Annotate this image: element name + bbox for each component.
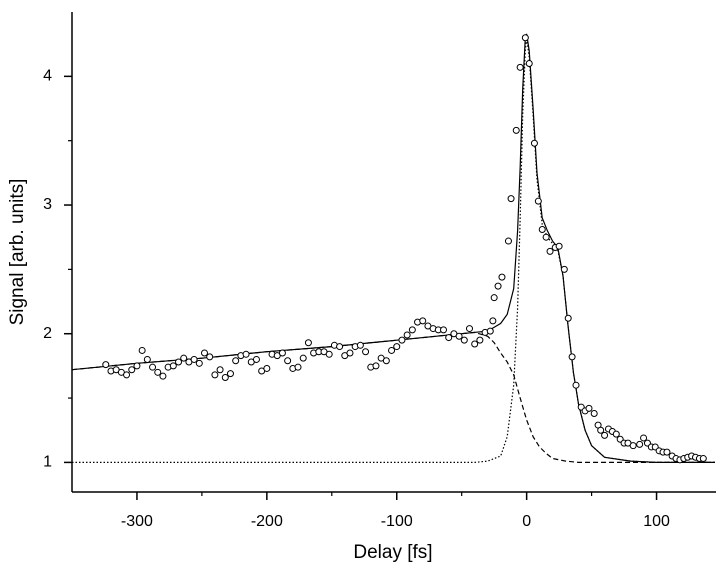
data-point <box>419 317 427 325</box>
x-tick-label: 0 <box>522 513 531 530</box>
data-point <box>232 357 240 365</box>
data-point <box>242 350 250 358</box>
data-point <box>490 294 498 302</box>
data-point <box>525 59 533 67</box>
x-axis-title: Delay [fs] <box>353 542 432 563</box>
data-point <box>159 372 167 380</box>
data-point <box>486 327 494 335</box>
data-point <box>393 343 401 351</box>
data-point <box>612 430 620 438</box>
data-point <box>542 233 550 241</box>
data-point <box>372 362 380 370</box>
data-point <box>568 353 576 361</box>
data-point <box>211 371 219 379</box>
data-point <box>221 373 229 381</box>
data-point <box>590 410 598 418</box>
fit-line <box>71 331 715 463</box>
data-point <box>640 434 648 442</box>
data-point <box>336 343 344 351</box>
data-point <box>263 364 271 372</box>
data-point <box>284 357 292 365</box>
data-point <box>128 366 136 374</box>
y-tick-label: 1 <box>43 454 52 471</box>
data-point <box>278 349 286 357</box>
data-point <box>585 404 593 412</box>
data-point <box>149 363 157 371</box>
data-point <box>498 273 506 281</box>
data-point <box>530 139 538 147</box>
data-point <box>572 381 580 389</box>
data-point <box>133 362 141 370</box>
data-point <box>597 426 605 434</box>
data-point <box>601 431 609 439</box>
data-point <box>388 346 396 354</box>
data-point <box>195 359 203 367</box>
data-point <box>252 355 260 363</box>
data-point <box>560 265 568 273</box>
data-point <box>325 350 333 358</box>
data-point <box>507 195 515 203</box>
x-tick-label: 100 <box>643 513 670 530</box>
data-point <box>138 346 146 354</box>
data-point <box>382 357 390 365</box>
data-point <box>190 355 198 363</box>
data-point <box>629 442 637 450</box>
data-point <box>346 349 354 357</box>
data-point <box>180 354 188 362</box>
data-point <box>304 339 312 347</box>
data-point <box>362 348 370 356</box>
data-point <box>226 370 234 378</box>
data-point <box>564 314 572 322</box>
data-point <box>102 361 110 369</box>
data-point <box>206 353 214 361</box>
x-tick-label: -100 <box>381 513 413 530</box>
data-point <box>504 237 512 245</box>
data-point <box>476 336 484 344</box>
data-point <box>521 34 529 42</box>
data-point <box>663 448 671 456</box>
data-point <box>489 317 497 325</box>
data-point <box>216 366 224 374</box>
data-point <box>512 126 520 134</box>
data-point <box>546 247 554 255</box>
data-point <box>465 325 473 333</box>
y-tick-label: 4 <box>43 68 52 85</box>
data-point <box>123 371 131 379</box>
data-point <box>294 363 302 371</box>
data-point <box>471 340 479 348</box>
y-tick-label: 3 <box>43 196 52 213</box>
data-point <box>356 341 364 349</box>
data-point <box>445 334 453 342</box>
data-point <box>636 440 644 448</box>
data-point <box>299 354 307 362</box>
data-point <box>538 225 546 233</box>
data-point <box>200 349 208 357</box>
fit-line <box>71 33 715 463</box>
x-tick-label: -200 <box>251 513 283 530</box>
data-point <box>175 358 183 366</box>
data-point <box>143 355 151 363</box>
data-point <box>534 197 542 205</box>
data-point <box>440 326 448 334</box>
data-point <box>516 63 524 71</box>
data-point <box>494 282 502 290</box>
data-point <box>154 368 162 376</box>
data-point <box>403 331 411 339</box>
y-tick-label: 2 <box>43 325 52 342</box>
y-axis-title: Signal [arb. units] <box>7 179 28 326</box>
x-tick-label: -300 <box>121 513 153 530</box>
data-point <box>398 336 406 344</box>
data-point <box>699 455 707 463</box>
data-point <box>460 336 468 344</box>
data-point <box>455 332 463 340</box>
data-point <box>169 362 177 370</box>
data-point <box>408 326 416 334</box>
fit-line <box>72 37 715 463</box>
data-point <box>555 242 563 250</box>
